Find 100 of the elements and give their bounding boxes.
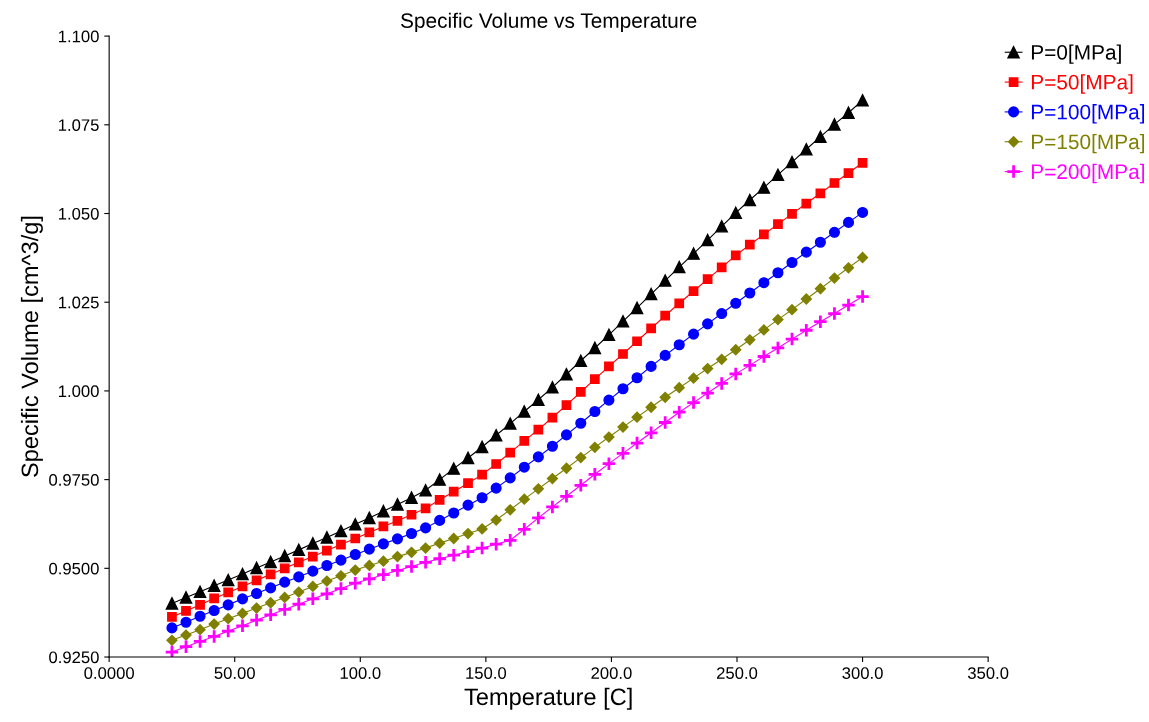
point [349,518,362,531]
point [587,466,603,482]
point [645,401,657,413]
point [673,382,685,394]
point [220,623,236,639]
point [603,394,615,406]
point [854,288,871,305]
point [840,297,857,313]
point [265,597,277,609]
point [335,554,347,566]
point [488,536,504,552]
point [800,293,812,305]
y-tick-label: 0.9750 [49,474,99,486]
point [433,473,446,486]
point [589,405,601,418]
point [730,344,742,356]
point [744,287,756,299]
point [335,570,347,582]
point [319,586,335,602]
point [305,591,321,607]
point [180,616,192,628]
point [828,226,840,238]
point [673,339,685,351]
point [194,610,206,622]
point [729,206,742,220]
point [812,314,829,330]
y-tick-label: 0.9500 [49,562,99,575]
point [193,585,207,598]
point [856,94,869,107]
point [503,417,517,430]
point [787,208,797,219]
point [714,375,730,392]
point [618,349,628,359]
point [617,421,629,433]
point [419,542,432,554]
point [364,527,375,538]
point [334,524,348,538]
y-tick-label: 1.100 [59,30,99,43]
point [223,587,234,598]
point [363,511,376,525]
point [814,130,827,144]
point [420,503,431,514]
y-tick-label: 1.050 [59,207,99,220]
x-tick-label: 250.0 [716,667,758,679]
point [307,580,319,593]
point [828,118,841,131]
point [250,561,263,575]
point [377,504,390,518]
point [772,313,784,326]
point [530,510,546,526]
point [504,504,516,516]
point [742,357,758,374]
x-tick-label: 350.0 [967,667,1009,679]
point [560,367,573,381]
point [842,262,855,274]
point [448,486,459,497]
x-tick-label: 150.0 [466,667,507,679]
point [391,551,404,563]
point [461,451,475,465]
point [575,417,587,429]
point [448,532,460,545]
point [516,521,532,537]
x-tick-label: 50.00 [214,667,255,679]
point [589,374,600,385]
point [192,633,208,650]
point [699,385,716,401]
point [759,229,769,240]
point [602,328,616,342]
point [629,435,645,451]
point [392,515,403,526]
point [573,477,589,493]
point [350,533,361,544]
point [179,591,193,604]
point [279,591,291,604]
point [772,267,784,279]
point [588,341,602,355]
point [363,543,375,555]
point [758,324,770,336]
point [829,178,840,188]
point [462,499,474,511]
point [758,277,770,289]
point [643,425,659,441]
point [730,250,741,261]
point [474,540,490,556]
point [688,286,699,297]
point [657,414,673,431]
point [798,322,814,338]
point [857,157,868,168]
point [490,514,502,526]
point [278,549,291,563]
point [490,482,502,494]
point [546,381,559,394]
point [194,624,206,636]
point [546,472,559,485]
point [702,318,714,330]
point [475,440,489,454]
point [546,440,558,452]
point [462,527,474,540]
point [375,567,392,583]
point [814,236,826,248]
